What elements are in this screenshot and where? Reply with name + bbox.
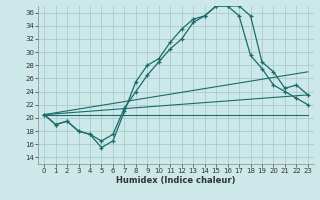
- X-axis label: Humidex (Indice chaleur): Humidex (Indice chaleur): [116, 176, 236, 185]
